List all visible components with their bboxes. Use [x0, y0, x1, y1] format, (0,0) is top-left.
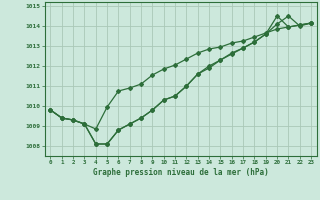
- X-axis label: Graphe pression niveau de la mer (hPa): Graphe pression niveau de la mer (hPa): [93, 168, 269, 177]
